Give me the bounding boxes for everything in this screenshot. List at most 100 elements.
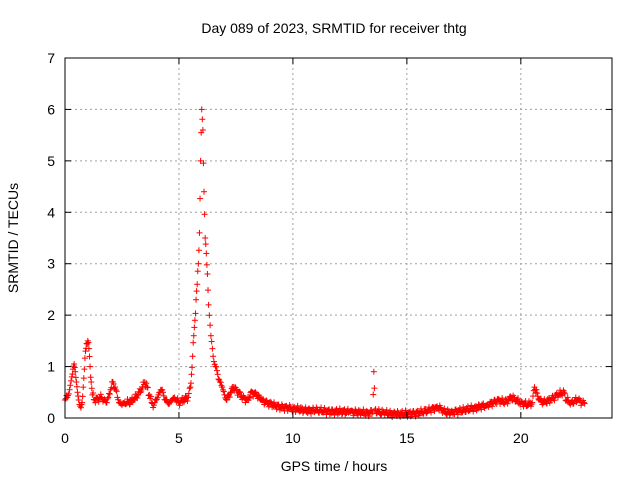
data-point-interp (441, 405, 448, 412)
data-point-interp (354, 412, 361, 419)
data-point-interp (205, 287, 212, 294)
data-point-interp (246, 394, 253, 401)
data-point-interp (304, 409, 311, 416)
data-point-interp (86, 353, 93, 360)
data-point-interp (340, 406, 347, 413)
data-point-interp (389, 413, 396, 420)
data-point-interp (223, 396, 230, 403)
data-point (71, 361, 78, 367)
data-point (188, 371, 195, 378)
data-point-interp (71, 364, 78, 371)
data-point-interp (444, 406, 451, 413)
data-point-interp (210, 358, 217, 365)
data-point (223, 397, 230, 403)
data-point-interp (112, 386, 119, 393)
data-point (190, 332, 197, 339)
y-tick-label: 1 (47, 359, 55, 375)
data-point-interp (79, 393, 86, 400)
data-point-interp (182, 392, 189, 399)
data-point-interp (399, 407, 406, 414)
data-point-interp (200, 160, 207, 167)
data-point-interp (267, 398, 274, 405)
data-point (202, 235, 209, 241)
data-point (160, 389, 167, 396)
data-point-interp (201, 211, 208, 218)
data-point-interp (110, 380, 117, 387)
data-point-interp (208, 338, 215, 345)
data-point-interp (134, 394, 141, 401)
data-point-interp (551, 397, 558, 404)
data-point-interp (88, 385, 95, 392)
data-point (501, 399, 508, 406)
data-point-interp (159, 386, 166, 393)
data-point (199, 127, 206, 133)
data-point (80, 384, 87, 391)
data-point-interp (143, 380, 150, 387)
data-point-interp (209, 345, 216, 352)
data-point (81, 366, 88, 373)
data-point-interp (499, 395, 506, 402)
data-point-interp (191, 324, 198, 331)
data-point-interp (294, 402, 301, 409)
data-point (187, 384, 194, 391)
data-point (77, 404, 84, 411)
data-point-interp (515, 395, 522, 402)
x-tick-label: 15 (399, 430, 415, 446)
data-point (214, 371, 221, 378)
data-point-interp (187, 380, 194, 387)
data-point-interp (323, 411, 330, 418)
data-point (194, 281, 201, 288)
data-point-interp (278, 401, 285, 408)
data-point-interp (160, 392, 167, 399)
data-point-interp (220, 388, 227, 395)
data-point (370, 368, 377, 375)
data-point-interp (186, 385, 193, 392)
data-point-interp (360, 406, 367, 413)
data-point-interp (194, 268, 201, 275)
data-point (561, 389, 568, 396)
data-markers (62, 106, 588, 420)
data-point-interp (73, 383, 80, 390)
data-point (82, 348, 89, 355)
data-point (201, 188, 208, 195)
data-point-interp (564, 394, 571, 401)
data-point-interp (68, 377, 75, 384)
data-point-interp (220, 386, 227, 393)
y-axis-label: SRMTID / TECUs (5, 183, 21, 293)
data-point-interp (370, 391, 377, 398)
x-axis-ticks: 0 5 10 15 20 (61, 58, 529, 446)
data-point-interp (489, 403, 496, 410)
x-tick-label: 5 (175, 430, 183, 446)
data-point-interp (534, 390, 541, 397)
y-tick-label: 5 (47, 153, 55, 169)
data-point-interp (185, 390, 192, 397)
data-point-interp (97, 391, 104, 398)
data-point-interp (103, 399, 110, 406)
data-point-interp (431, 408, 438, 415)
data-point-interp (276, 406, 283, 413)
data-point-interp (458, 409, 465, 416)
data-point-interp (255, 391, 262, 398)
data-point-interp (504, 400, 511, 407)
data-point-interp (81, 355, 88, 362)
data-point-interp (202, 241, 209, 248)
data-point (203, 250, 210, 257)
data-point-interp (308, 410, 315, 417)
data-point-interp (462, 409, 469, 416)
data-point-interp (90, 390, 97, 397)
data-point-interp (507, 393, 514, 400)
data-point-interp (451, 410, 458, 417)
data-point-interp (218, 382, 225, 389)
data-point (529, 399, 536, 406)
data-point-interp (471, 403, 478, 410)
data-point (207, 332, 214, 339)
data-point (146, 391, 153, 398)
data-point-interp (203, 261, 210, 268)
data-point (193, 296, 200, 303)
data-point-interp (197, 195, 204, 202)
data-point (198, 106, 205, 113)
data-point-interp (263, 397, 270, 404)
data-point-interp (252, 388, 259, 395)
data-point (68, 373, 75, 380)
data-point-interp (454, 411, 461, 418)
